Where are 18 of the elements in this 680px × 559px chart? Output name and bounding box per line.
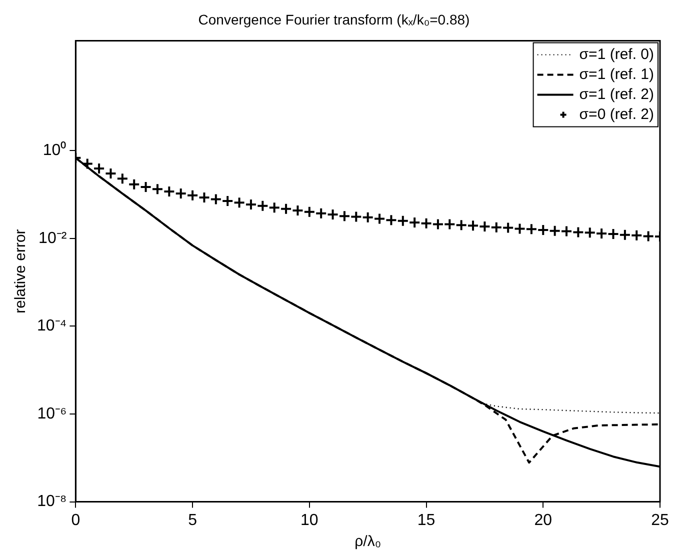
legend-label: σ=1 (ref. 1) [579, 66, 654, 83]
x-tick-label: 10 [300, 512, 318, 529]
y-tick-label: 10⁻⁸ [37, 493, 67, 510]
y-tick-label: 10⁻⁶ [37, 405, 67, 422]
y-tick-label: 10⁻² [38, 230, 68, 247]
x-tick-label: 25 [651, 512, 669, 529]
legend-label: σ=1 (ref. 2) [579, 86, 654, 103]
y-tick-label: 10⁻⁴ [37, 318, 67, 335]
x-axis-title: ρ/λ₀ [354, 533, 382, 550]
y-tick-label: 10⁰ [42, 140, 67, 159]
x-tick-label: 5 [188, 512, 198, 529]
x-tick-label: 20 [534, 512, 552, 529]
x-tick-label: 0 [71, 512, 80, 529]
x-tick-label: 15 [417, 512, 436, 529]
chart-title: Convergence Fourier transform (kₓ/k₀=0.88) [198, 11, 470, 28]
y-axis-title: relative error [12, 229, 30, 314]
legend-label: σ=0 (ref. 2) [579, 106, 654, 123]
legend-label: σ=1 (ref. 0) [579, 46, 654, 63]
